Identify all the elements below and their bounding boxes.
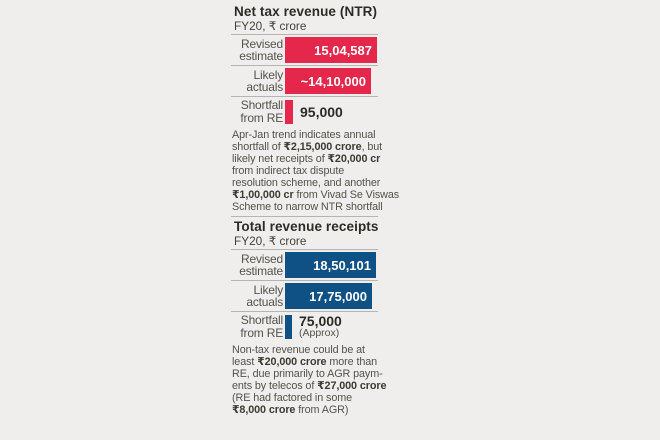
row-label: Likely actuals xyxy=(246,282,283,309)
bar-chart: Revised estimate 15,04,587 Likely actual… xyxy=(231,34,378,126)
bar-row-revised-estimate: Revised estimate 18,50,101 xyxy=(231,249,378,280)
shortfall-bar xyxy=(285,314,292,339)
section-divider xyxy=(231,216,378,217)
row-label: Shortfall from RE xyxy=(240,98,283,125)
shortfall-value: 95,000 xyxy=(300,103,343,120)
value-bar: 18,50,101 xyxy=(285,252,376,278)
bar-row-likely-actuals: Likely actuals ~14,10,000 xyxy=(231,65,378,96)
bar-value-label: 17,75,000 xyxy=(309,288,367,304)
value-bar: 15,04,587 xyxy=(285,37,377,63)
section-subtitle: FY20, ₹ crore xyxy=(234,234,307,248)
infographic-panel: Net tax revenue (NTR) FY20, ₹ crore Revi… xyxy=(231,5,401,419)
row-label: Revised estimate xyxy=(239,36,283,63)
bar-row-revised-estimate: Revised estimate 15,04,587 xyxy=(231,34,378,65)
section-subtitle: FY20, ₹ crore xyxy=(234,19,307,33)
bar-value-label: ~14,10,000 xyxy=(300,73,366,89)
value-bar: 17,75,000 xyxy=(285,283,372,309)
value-bar: ~14,10,000 xyxy=(285,68,371,94)
shortfall-value: 75,000 xyxy=(299,313,342,329)
bar-chart: Revised estimate 18,50,101 Likely actual… xyxy=(231,249,378,341)
section-title: Net tax revenue (NTR) xyxy=(234,4,378,19)
bar-row-shortfall: Shortfall from RE 95,000 xyxy=(231,96,378,126)
section-total-revenue-receipts: Total revenue receipts FY20, ₹ crore Rev… xyxy=(231,220,401,416)
section-net-tax-revenue: Net tax revenue (NTR) FY20, ₹ crore Revi… xyxy=(231,5,401,213)
bar-value-label: 15,04,587 xyxy=(314,42,372,58)
row-label: Revised estimate xyxy=(239,251,283,278)
shortfall-note: (Approx) xyxy=(299,327,340,339)
shortfall-bar xyxy=(285,99,293,124)
row-label: Shortfall from RE xyxy=(240,313,283,340)
annotation-text: Non-tax revenue could be at least ₹20,00… xyxy=(232,344,387,416)
section-title: Total revenue receipts xyxy=(234,219,379,234)
annotation-text: Apr-Jan trend indicates annual shortfall… xyxy=(232,129,400,213)
row-label: Likely actuals xyxy=(246,67,283,94)
bar-row-likely-actuals: Likely actuals 17,75,000 xyxy=(231,280,378,311)
bar-value-label: 18,50,101 xyxy=(313,257,371,273)
bar-row-shortfall: Shortfall from RE 75,000 (Approx) xyxy=(231,311,378,341)
shortfall-text: 95,000 xyxy=(300,105,343,119)
shortfall-text: 75,000 (Approx) xyxy=(299,314,342,339)
